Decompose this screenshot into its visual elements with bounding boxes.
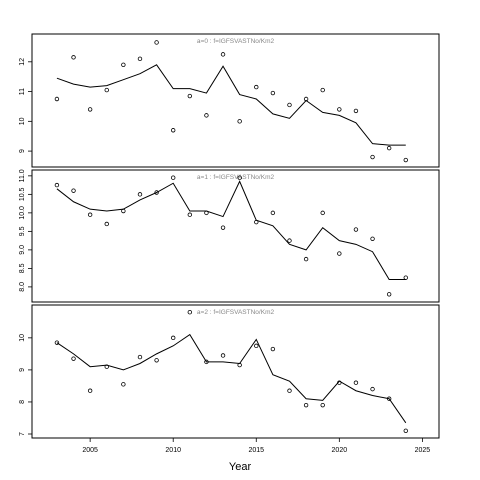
data-point — [320, 87, 325, 93]
data-point — [337, 251, 342, 256]
y-tick-label: 9.0 — [19, 245, 26, 255]
data-point — [104, 87, 109, 93]
data-point — [104, 221, 109, 227]
data-point — [386, 145, 392, 151]
data-point — [121, 62, 126, 67]
data-point — [154, 40, 159, 45]
x-tick-label: 2020 — [332, 447, 348, 454]
x-tick-label: 2015 — [248, 447, 264, 454]
data-point — [237, 119, 242, 124]
panel-frame — [31, 33, 440, 168]
data-point — [137, 192, 143, 197]
y-tick-label: 8.0 — [19, 282, 26, 292]
chart-panels: a=0 : f=IGFSVASTNo/Km2 9 10 11 12 a=1 : f=IGF… — [19, 33, 440, 454]
y-tick-label: 10.5 — [19, 187, 26, 201]
data-point — [370, 386, 375, 392]
data-point — [403, 157, 408, 163]
data-point — [71, 188, 76, 193]
y-tick-label: 12 — [19, 58, 26, 66]
y-tick-label: 8.5 — [19, 263, 26, 273]
panel-frame — [31, 169, 440, 303]
panel-a2: a=2 : f=IGFSVASTNo/Km2 7 8 9 10 — [19, 304, 440, 439]
y-tick-label: 10 — [19, 334, 26, 342]
data-point — [220, 52, 226, 57]
x-axis-label: Year — [229, 461, 252, 473]
data-point — [403, 275, 408, 280]
data-point — [370, 154, 375, 160]
fitted-line — [56, 333, 407, 424]
data-point — [137, 56, 143, 62]
x-axis: 2005 2010 2015 2020 2025 — [82, 438, 430, 454]
data-point — [87, 212, 93, 217]
data-point — [121, 382, 126, 387]
data-point — [220, 353, 226, 358]
data-point — [303, 402, 309, 408]
data-point — [187, 93, 193, 99]
panel-a1: a=1 : f=IGFSVASTNo/Km2 8.0 8.5 9.0 9.5 10.0 10… — [19, 169, 440, 303]
y-tick-label: 8 — [19, 400, 26, 404]
data-point — [287, 238, 292, 243]
x-tick-label: 2025 — [415, 447, 431, 454]
x-tick-label: 2010 — [165, 447, 181, 454]
panel-frame — [31, 304, 440, 439]
data-point — [320, 210, 325, 216]
panel-a0: a=0 : f=IGFSVASTNo/Km2 9 10 11 12 — [19, 33, 440, 168]
fitted-line — [56, 180, 406, 280]
data-point — [220, 225, 226, 230]
data-point — [54, 182, 60, 188]
data-point — [187, 310, 193, 315]
y-tick-label: 9 — [19, 149, 26, 153]
data-point — [287, 102, 292, 108]
y-tick-label: 9 — [19, 368, 26, 372]
data-point — [154, 358, 159, 363]
data-point — [170, 335, 176, 341]
data-point — [353, 380, 359, 385]
data-point — [303, 256, 309, 262]
data-point — [353, 108, 359, 114]
data-point — [237, 175, 242, 180]
x-tick-label: 2005 — [82, 447, 98, 454]
y-tick-label: 9.5 — [19, 226, 26, 236]
data-point — [204, 113, 209, 118]
data-point — [270, 210, 276, 216]
data-point — [386, 292, 392, 297]
data-point — [270, 346, 276, 352]
data-point — [337, 107, 342, 112]
data-point — [71, 55, 76, 60]
panel-title: a=0 : f=IGFSVASTNo/Km2 — [197, 38, 275, 45]
data-point — [170, 175, 176, 180]
y-tick-label: 10 — [19, 117, 26, 125]
data-point — [187, 212, 193, 217]
data-point — [87, 388, 93, 393]
data-point — [370, 236, 375, 241]
y-tick-label: 7 — [19, 432, 26, 436]
data-point — [87, 107, 93, 112]
data-point — [254, 343, 259, 349]
data-point — [353, 227, 359, 232]
data-point — [403, 428, 408, 433]
y-tick-label: 11 — [19, 88, 26, 95]
fitted-line — [56, 64, 406, 146]
data-point — [54, 96, 60, 102]
data-point — [287, 388, 292, 393]
y-tick-label: 10.0 — [19, 206, 26, 220]
panel-title: a=1 : f=IGFSVASTNo/Km2 — [197, 174, 275, 181]
panel-title: a=2 : f=IGFSVASTNo/Km2 — [197, 309, 275, 316]
data-point — [154, 190, 159, 195]
data-point — [54, 340, 60, 345]
data-point — [170, 128, 176, 133]
data-point — [137, 354, 143, 360]
data-point — [270, 90, 276, 96]
y-tick-label: 11.0 — [19, 169, 26, 182]
data-point — [254, 84, 259, 90]
data-point — [71, 356, 76, 361]
data-point — [320, 402, 325, 408]
